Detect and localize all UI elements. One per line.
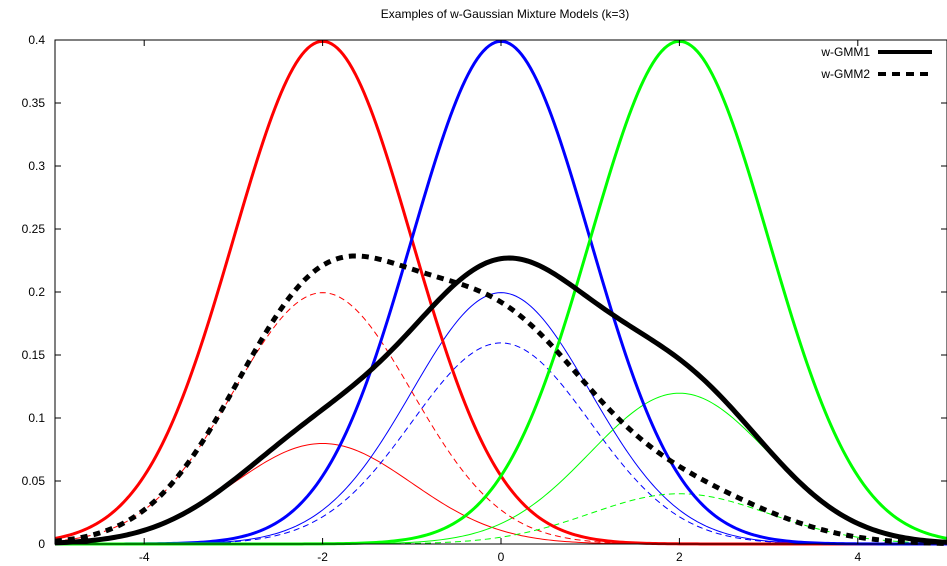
plot-frame: [54, 39, 947, 545]
weighted-component-1-3: [55, 392, 947, 545]
chart-title: Examples of w-Gaussian Mixture Models (k…: [381, 7, 629, 21]
weighted-component-2-3: [55, 493, 947, 545]
legend-label-w-gmm1: w-GMM1: [820, 45, 870, 59]
mixture-curve-w-gmm2: [54, 253, 947, 546]
curves: [54, 39, 947, 546]
legend: w-GMM1 w-GMM2: [820, 45, 932, 81]
y-tick-label: 0.1: [28, 411, 45, 425]
x-tick-label: 0: [498, 550, 505, 564]
mixture-curve-w-gmm1: [54, 255, 947, 546]
ticks: -4 -2 0 2 4 0 0.05 0.1 0.15 0.2 0.25 0.3 0.35 0.4: [22, 33, 947, 564]
x-tick-label: 2: [676, 550, 683, 564]
weighted-component-2-1: [54, 292, 947, 545]
weighted-component-2-2: [55, 342, 947, 545]
y-tick-label: 0.35: [22, 96, 46, 110]
y-tick-label: 0.25: [22, 222, 46, 236]
y-tick-label: 0.05: [22, 474, 46, 488]
y-tick-label: 0.4: [28, 33, 45, 47]
y-tick-label: 0.2: [28, 285, 45, 299]
y-tick-label: 0.3: [28, 159, 45, 173]
x-tick-label: -4: [139, 550, 150, 564]
weighted-component-1-2: [55, 292, 947, 545]
legend-label-w-gmm2: w-GMM2: [820, 67, 870, 81]
x-tick-label: 4: [854, 550, 861, 564]
y-tick-label: 0: [38, 537, 45, 551]
x-tick-label: -2: [317, 550, 328, 564]
y-tick-label: 0.15: [22, 348, 46, 362]
